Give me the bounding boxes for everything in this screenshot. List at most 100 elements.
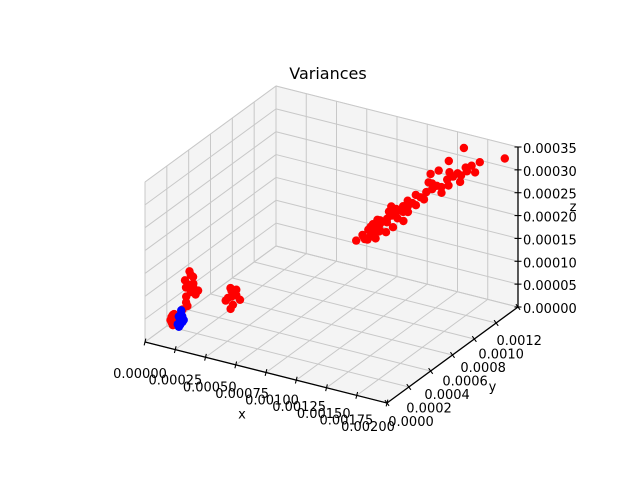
tick-marks bbox=[143, 146, 522, 407]
scatter-point-red bbox=[376, 226, 385, 235]
scatter-point-red bbox=[445, 168, 454, 177]
z-tick-label: 0.00020 bbox=[523, 211, 577, 226]
x-tick bbox=[355, 391, 359, 399]
grid-line bbox=[144, 154, 277, 251]
x-tick-label: 0.00100 bbox=[245, 394, 299, 409]
scatter-point-blue bbox=[177, 306, 186, 315]
y-tick-label: 0.0002 bbox=[406, 402, 452, 417]
y-tick bbox=[449, 351, 456, 359]
scatter-point-red bbox=[419, 195, 429, 204]
x-tick-label: 0.00200 bbox=[341, 420, 395, 435]
x-tick-label: 0.00000 bbox=[113, 367, 167, 382]
scatter-point-red bbox=[426, 169, 435, 179]
grid-line bbox=[275, 154, 519, 217]
scatter-point-red bbox=[467, 161, 476, 170]
y-tick-label: 0.0000 bbox=[388, 415, 434, 430]
y-tick bbox=[471, 335, 477, 343]
grid-line bbox=[210, 293, 453, 356]
z-tick-label: 0.00000 bbox=[523, 302, 577, 317]
scatter-point-red bbox=[459, 143, 469, 153]
scatter-point-red bbox=[387, 202, 396, 211]
scatter-point-red bbox=[188, 272, 198, 281]
scatter-point-red bbox=[398, 202, 408, 211]
grid-line bbox=[188, 309, 431, 372]
scatter-point-red bbox=[183, 301, 192, 311]
scatter-point-blue bbox=[179, 315, 188, 325]
x-axis-label: x bbox=[238, 408, 246, 423]
grid-line bbox=[144, 131, 277, 229]
y-tick bbox=[428, 367, 434, 375]
grid-line bbox=[275, 222, 519, 285]
scatter-point-red bbox=[189, 279, 198, 288]
scatter-point-red bbox=[180, 276, 190, 285]
x-tick bbox=[325, 384, 328, 392]
y-tick-label: 0.0004 bbox=[424, 388, 470, 403]
y-tick-label: 0.0008 bbox=[460, 361, 506, 376]
x-tick bbox=[234, 361, 238, 369]
x-tick bbox=[173, 346, 177, 354]
grid-line bbox=[275, 131, 519, 194]
grid-line bbox=[144, 85, 277, 183]
grid-line bbox=[144, 177, 277, 274]
grid-line bbox=[144, 108, 277, 206]
x-tick bbox=[143, 338, 147, 346]
scatter-point-red bbox=[232, 285, 241, 294]
grid-line bbox=[144, 199, 277, 297]
x-tick-label: 0.00125 bbox=[272, 400, 326, 415]
y-tick-label: 0.0010 bbox=[478, 348, 524, 363]
scatter-point-red bbox=[226, 304, 235, 314]
grid-lines bbox=[144, 85, 519, 404]
scatter-points bbox=[166, 143, 509, 331]
scatter-point-red bbox=[223, 293, 233, 303]
scatter-point-red bbox=[368, 220, 378, 229]
scatter-point-red bbox=[455, 177, 465, 187]
scatter-point-red bbox=[235, 295, 245, 304]
x-tick bbox=[294, 376, 298, 384]
scatter-point-red bbox=[352, 236, 361, 245]
scatter-point-red bbox=[444, 156, 453, 166]
scatter-point-red bbox=[437, 188, 446, 197]
y-axis-label: y bbox=[489, 380, 497, 395]
z-tick-label: 0.00005 bbox=[523, 279, 577, 294]
grid-line bbox=[232, 277, 475, 340]
x-tick-label: 0.00025 bbox=[149, 374, 203, 389]
grid-line bbox=[254, 261, 497, 324]
scatter-point-red bbox=[434, 166, 443, 175]
x-tick bbox=[204, 353, 207, 361]
x-tick bbox=[264, 368, 268, 377]
x-tick-label: 0.00150 bbox=[297, 407, 351, 422]
scatter-point-red bbox=[359, 233, 369, 242]
scatter-point-red bbox=[193, 286, 203, 295]
scatter-point-red bbox=[411, 190, 420, 200]
grid-line bbox=[166, 325, 409, 388]
scatter-point-red bbox=[382, 218, 392, 227]
scatter-point-red bbox=[403, 207, 413, 217]
grid-line bbox=[275, 85, 519, 148]
scatter-point-red bbox=[411, 201, 421, 210]
y-tick bbox=[406, 383, 412, 391]
x-tick-label: 0.00050 bbox=[183, 380, 237, 395]
z-axis-label: z bbox=[570, 200, 577, 215]
scatter-point-red bbox=[399, 216, 408, 226]
z-tick-label: 0.00010 bbox=[523, 256, 577, 271]
scatter-point-red bbox=[470, 168, 480, 177]
y-tick bbox=[384, 399, 390, 407]
grid-line bbox=[275, 199, 519, 262]
y-tick bbox=[493, 319, 499, 327]
scatter-point-red bbox=[369, 229, 378, 238]
chart-title: Variances bbox=[289, 64, 367, 83]
scatter-point-red bbox=[424, 178, 433, 187]
y-tick-label: 0.0006 bbox=[442, 375, 488, 390]
z-tick-label: 0.00035 bbox=[523, 142, 577, 157]
scatter-point-red bbox=[375, 216, 385, 225]
scatter-point-red bbox=[444, 181, 453, 190]
x-tick-label: 0.00175 bbox=[320, 413, 374, 428]
scatter-point-red bbox=[388, 223, 398, 232]
z-tick-label: 0.00015 bbox=[523, 233, 577, 248]
scatter-point-red bbox=[500, 154, 509, 163]
grid-line bbox=[144, 222, 277, 320]
scatter-point-red bbox=[475, 158, 484, 167]
grid-line bbox=[275, 245, 519, 308]
scatter-point-red bbox=[456, 171, 466, 180]
